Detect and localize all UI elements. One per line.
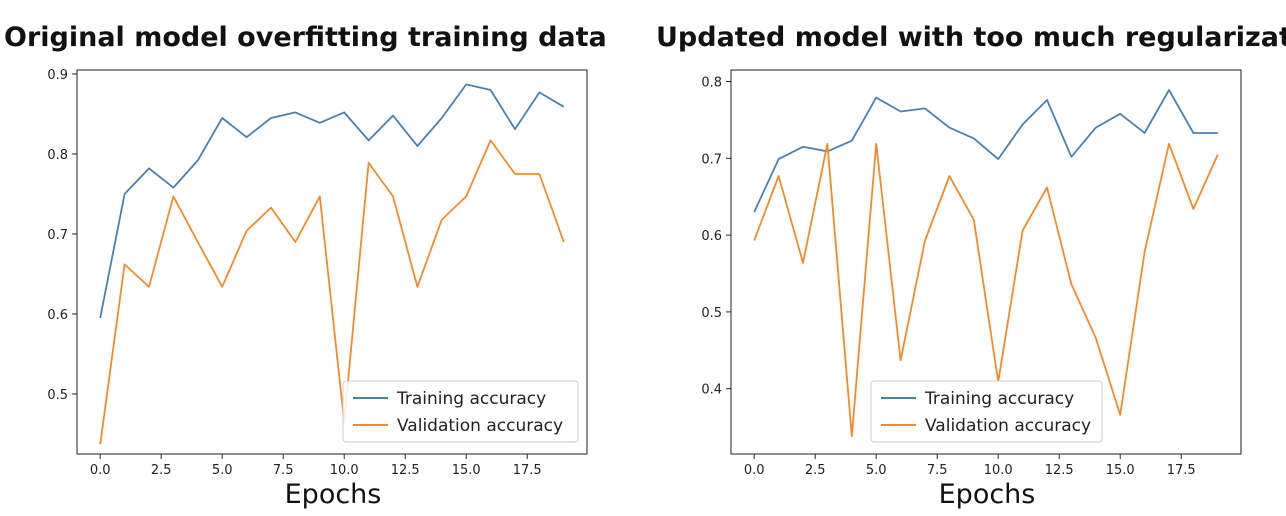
x-tick-label: 10.0 [984, 463, 1013, 478]
x-tick-label: 17.5 [513, 463, 542, 478]
x-axis-label: Epochs [285, 479, 382, 510]
x-tick-label: 7.5 [273, 463, 294, 478]
plot-frame [730, 69, 1242, 455]
y-tick-label: 0.7 [47, 228, 68, 243]
legend-box [342, 380, 579, 443]
legend-entry: Validation accuracy [925, 416, 1091, 436]
y-tick-label: 0.8 [701, 76, 722, 91]
x-tick-label: 0.0 [90, 463, 111, 478]
legend-entry: Training accuracy [924, 389, 1074, 409]
x-tick-label: 12.5 [1045, 463, 1074, 478]
training-accuracy-line [753, 89, 1218, 213]
x-tick-label: 12.5 [391, 463, 420, 478]
x-tick-label: 5.0 [866, 463, 887, 478]
plot-frame [76, 69, 588, 455]
validation-accuracy-line [99, 139, 565, 445]
chart-title-left: Original model overfitting training data [4, 22, 607, 53]
legend-entry: Training accuracy [396, 389, 546, 409]
y-tick-label: 0.5 [47, 388, 68, 403]
legend-box [870, 380, 1103, 443]
y-tick-label: 0.4 [701, 383, 722, 398]
chart-title-right: Updated model with too much regularizati… [656, 22, 1286, 53]
x-tick-label: 7.5 [927, 463, 948, 478]
y-tick-label: 0.5 [701, 306, 722, 321]
y-tick-label: 0.9 [47, 68, 68, 83]
x-tick-label: 2.5 [151, 463, 172, 478]
x-axis-label: Epochs [939, 479, 1036, 510]
x-tick-label: 10.0 [330, 463, 359, 478]
x-tick-label: 15.0 [1106, 463, 1135, 478]
validation-accuracy-line [753, 142, 1219, 438]
y-tick-label: 0.6 [47, 308, 68, 323]
y-tick-label: 0.8 [47, 148, 68, 163]
x-tick-label: 17.5 [1167, 463, 1196, 478]
x-tick-label: 15.0 [452, 463, 481, 478]
x-tick-label: 2.5 [805, 463, 826, 478]
y-tick-label: 0.7 [701, 152, 722, 167]
chart-left: 0.0 2.5 5.0 7.5 10.0 12.5 15.0 17.5 0.5 0.6 0.7 0.8… [47, 68, 588, 510]
chart-right: 0.0 2.5 5.0 7.5 10.0 12.5 15.0 17.5 0.4 0.5 0.6 0.7… [701, 69, 1242, 510]
x-tick-label: 0.0 [744, 463, 765, 478]
legend-entry: Validation accuracy [397, 416, 563, 436]
training-accuracy-line [99, 83, 565, 319]
x-tick-label: 5.0 [212, 463, 233, 478]
y-tick-label: 0.6 [701, 229, 722, 244]
